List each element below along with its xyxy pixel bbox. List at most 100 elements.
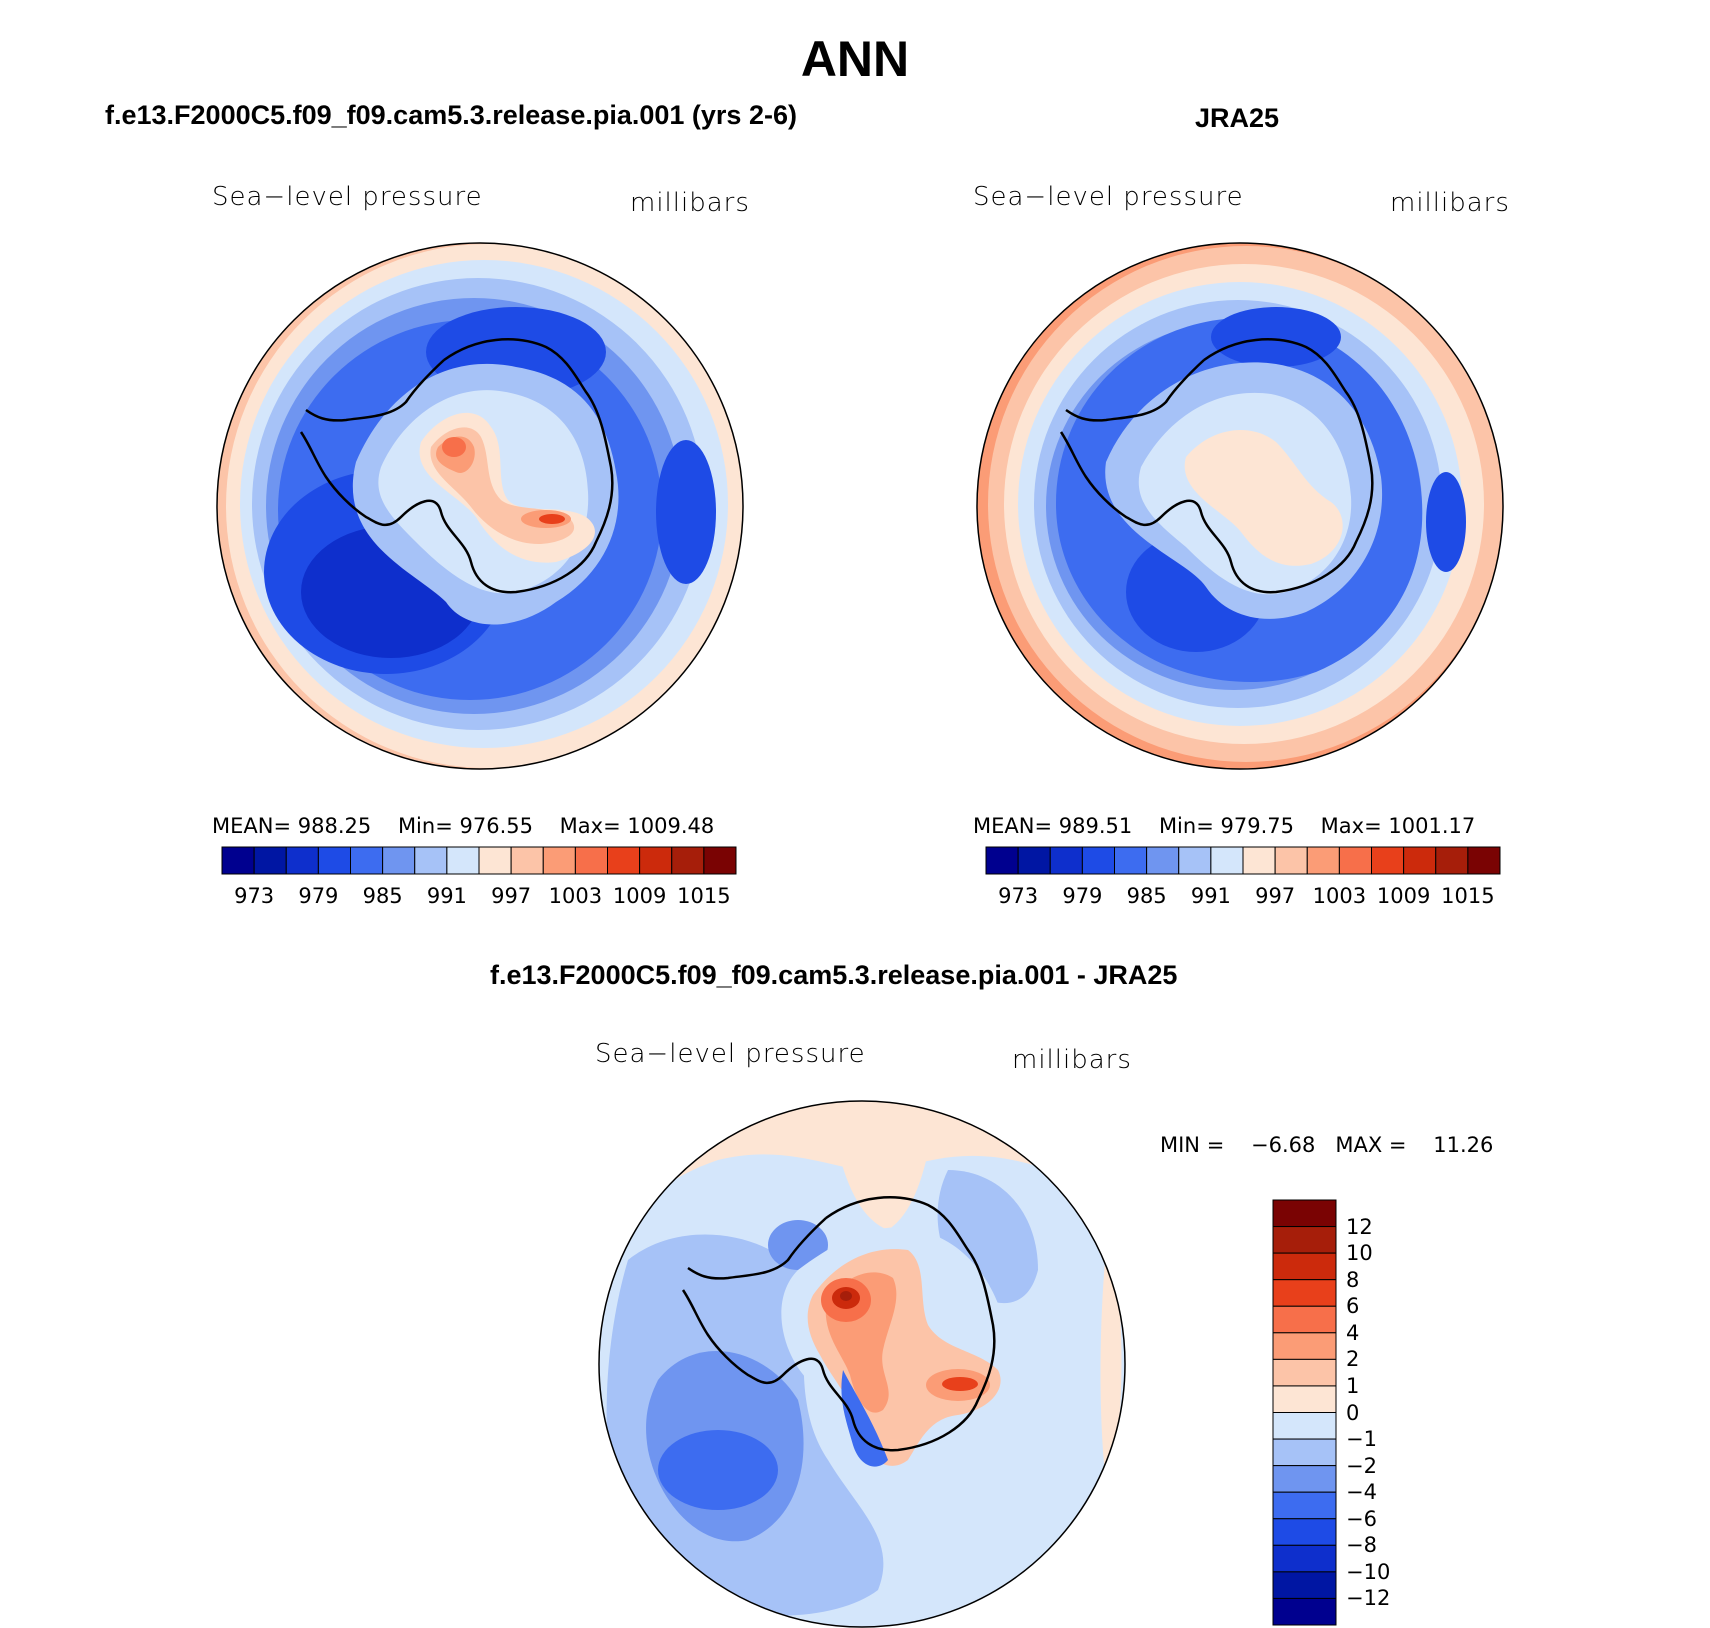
panel-2-colorbar-tick-label: 1009 <box>1376 884 1431 908</box>
panel-3-colorbar-swatch <box>1272 1438 1337 1467</box>
panel-2-colorbar-swatch <box>1338 846 1372 875</box>
panel-3-colorbar-tick-label: −4 <box>1346 1480 1377 1505</box>
panel-3-colorbar-tick-label: −1 <box>1346 1427 1377 1452</box>
panel-3-colorbar-swatch <box>1272 1544 1337 1573</box>
panel-3-colorbar-swatch <box>1272 1279 1337 1307</box>
panel-2-colorbar-swatch <box>1242 846 1276 875</box>
panel-1-colorbar-tick-label: 979 <box>298 884 339 908</box>
panel-1-colorbar-swatch <box>382 846 416 875</box>
panel-3-min-value: −6.68 <box>1251 1133 1316 1157</box>
panel-3-colorbar-tick-label: −12 <box>1346 1586 1391 1611</box>
panel-3-colorbar <box>1272 1199 1337 1626</box>
panel-2-colorbar-swatch <box>1146 846 1180 875</box>
panel-1-max-value: 1009.48 <box>627 814 715 838</box>
panel-2-colorbar <box>985 846 1501 875</box>
panel-2-colorbar-tick-label: 997 <box>1255 884 1296 908</box>
panel-2-mean-value: 989.51 <box>1058 814 1133 838</box>
panel-1-colorbar-swatch <box>317 846 351 875</box>
panel-3-map <box>598 1100 1126 1628</box>
panel-2-max-label: Max= <box>1320 814 1382 838</box>
panel-2-colorbar-tick-label: 973 <box>998 884 1039 908</box>
panel-3-subtitle: f.e13.F2000C5.f09_f09.cam5.3.release.pia… <box>490 960 1178 990</box>
panel-3-colorbar-tick-label: 10 <box>1346 1241 1373 1266</box>
panel-1-colorbar-swatch <box>574 846 608 875</box>
panel-3-min-label: MIN = <box>1160 1133 1225 1157</box>
panel-1-min-label: Min= <box>397 814 453 838</box>
panel-2-min-value: 979.75 <box>1220 814 1294 838</box>
panel-1-map <box>216 242 744 770</box>
panel-3-max-label: MAX = <box>1335 1133 1407 1157</box>
panel-2-colorbar-swatch <box>985 846 1019 875</box>
panel-1-min-value: 976.55 <box>459 814 533 838</box>
panel-2-map <box>976 242 1504 770</box>
panel-3-colorbar-tick-label: 6 <box>1346 1294 1360 1319</box>
panel-1-subtitle: f.e13.F2000C5.f09_f09.cam5.3.release.pia… <box>105 100 797 130</box>
panel-1-colorbar-tick-label: 1015 <box>677 884 731 908</box>
panel-2-colorbar-swatch <box>1210 846 1244 875</box>
panel-1-colorbar-swatch <box>639 846 673 875</box>
panel-1-colorbar-tick-label: 997 <box>491 884 532 908</box>
panel-3-colorbar-tick-label: 4 <box>1346 1320 1360 1345</box>
panel-1-colorbar-tick-label: 1003 <box>548 884 603 908</box>
panel-3-colorbar-swatch <box>1272 1412 1337 1440</box>
panel-3-colorbar-swatch <box>1272 1226 1337 1254</box>
panel-1-stats: MEAN= 988.25 Min= 976.55 Max= 1009.48 <box>212 814 714 838</box>
panel-1-colorbar-swatch <box>253 846 287 875</box>
panel-1-colorbar-tick-label: 991 <box>426 884 467 908</box>
panel-1-colorbar-tick-label: 1009 <box>612 884 667 908</box>
panel-1-colorbar-tick-label: 973 <box>234 884 275 908</box>
panel-3-units: millibars <box>1012 1045 1132 1075</box>
panel-1-colorbar-swatch <box>285 846 319 875</box>
panel-2-colorbar-swatch <box>1306 846 1340 875</box>
panel-3-colorbar-swatch <box>1272 1358 1337 1387</box>
panel-3-colorbar-tick-label: 1 <box>1346 1373 1360 1398</box>
panel-1-colorbar-tick-label: 985 <box>362 884 403 908</box>
panel-2-units: millibars <box>1390 188 1510 218</box>
panel-2-mean-label: MEAN= <box>973 814 1053 838</box>
panel-1-colorbar-swatch <box>703 846 737 875</box>
panel-3-colorbar-swatch <box>1272 1332 1337 1360</box>
panel-3-colorbar-tick-label: 12 <box>1346 1214 1373 1239</box>
panel-1-colorbar-swatch <box>671 846 705 875</box>
panel-2-colorbar-swatch <box>1467 846 1501 875</box>
panel-1-variable: Sea−level pressure <box>212 182 483 212</box>
panel-1-colorbar-swatch <box>542 846 576 875</box>
panel-3-colorbar-tick-label: −8 <box>1346 1533 1377 1558</box>
panel-2-colorbar-swatch <box>1178 846 1212 875</box>
panel-1-colorbar-swatch <box>446 846 480 875</box>
panel-3-colorbar-tick-label: −10 <box>1346 1559 1391 1584</box>
panel-3-colorbar-swatch <box>1272 1491 1337 1520</box>
panel-3-colorbar-tick-label: −2 <box>1346 1453 1377 1478</box>
panel-3-colorbar-swatch <box>1272 1518 1337 1546</box>
panel-3-colorbar-swatch <box>1272 1199 1337 1228</box>
panel-3-colorbar-tick-label: 0 <box>1346 1400 1360 1425</box>
panel-2-colorbar-tick-label: 985 <box>1126 884 1167 908</box>
panel-1-colorbar <box>221 846 737 875</box>
panel-2-colorbar-tick-label: 991 <box>1190 884 1231 908</box>
panel-2-colorbar-swatch <box>1081 846 1115 875</box>
panel-3-colorbar-swatch <box>1272 1597 1337 1626</box>
panel-3-colorbar-swatch <box>1272 1305 1337 1334</box>
panel-2-colorbar-swatch <box>1049 846 1083 875</box>
panel-3-variable: Sea−level pressure <box>595 1039 866 1069</box>
panel-1-colorbar-swatch <box>221 846 255 875</box>
panel-2-subtitle: JRA25 <box>1195 103 1280 133</box>
panel-3-colorbar-swatch <box>1272 1385 1337 1413</box>
panel-3-colorbar-tick-label: 8 <box>1346 1267 1360 1292</box>
panel-2-max-value: 1001.17 <box>1388 814 1476 838</box>
panel-2-variable: Sea−level pressure <box>973 182 1244 212</box>
panel-1-colorbar-swatch <box>350 846 384 875</box>
panel-2-min-label: Min= <box>1158 814 1214 838</box>
panel-2-colorbar-swatch <box>1371 846 1405 875</box>
panel-3-colorbar-swatch <box>1272 1465 1337 1493</box>
panel-3-colorbar-swatch <box>1272 1571 1337 1599</box>
panel-1-max-label: Max= <box>559 814 621 838</box>
figure-title: ANN <box>800 31 910 87</box>
panel-1-colorbar-swatch <box>510 846 544 875</box>
panel-3-stats: MIN = −6.68 MAX = 11.26 <box>1160 1133 1493 1157</box>
panel-2-colorbar-tick-label: 1015 <box>1441 884 1495 908</box>
panel-2-colorbar-swatch <box>1403 846 1437 875</box>
panel-1-mean-label: MEAN= <box>212 814 292 838</box>
panel-1-units: millibars <box>630 188 750 218</box>
panel-1-colorbar-swatch <box>478 846 512 875</box>
